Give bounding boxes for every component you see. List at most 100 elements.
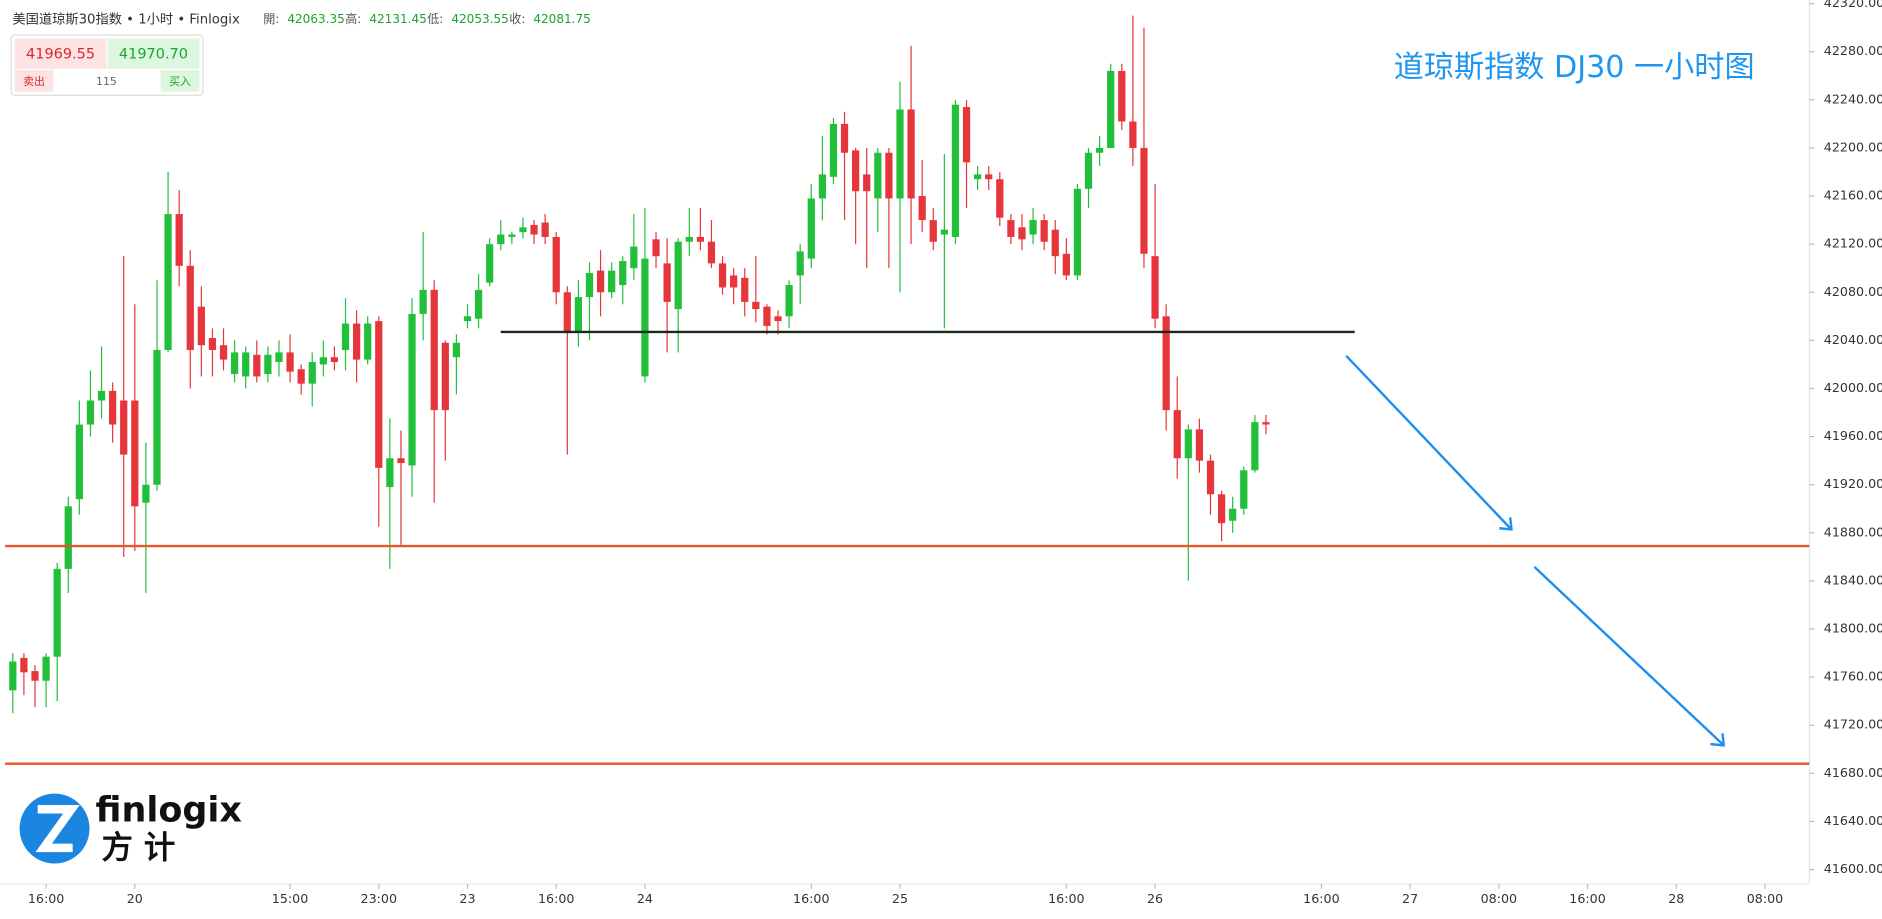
candle-body	[874, 152, 882, 199]
buy-box[interactable]	[107, 38, 200, 69]
candle-body	[940, 229, 948, 235]
ohlc-value: 42131.45	[369, 12, 426, 26]
y-tick-label: 42000.00	[1824, 380, 1882, 395]
sell-price: 41969.55	[26, 46, 95, 62]
y-tick-label: 42120.00	[1824, 236, 1882, 251]
candle-body	[1118, 70, 1126, 122]
ohlc-label: 高:	[345, 11, 361, 26]
candle-body	[208, 337, 217, 350]
candle-body	[164, 214, 172, 350]
candle-body	[796, 251, 804, 276]
arrow-head	[1710, 733, 1726, 747]
buy-button[interactable]	[160, 69, 200, 92]
candle-body	[996, 179, 1004, 218]
candle-body	[541, 222, 549, 237]
candle-body	[219, 345, 228, 360]
y-tick-label: 42200.00	[1824, 139, 1882, 154]
candle-body	[86, 400, 95, 425]
candle-body	[486, 244, 494, 283]
candle-body	[663, 263, 671, 302]
candle-body	[563, 292, 571, 334]
candle-body	[896, 109, 904, 199]
x-tick-label: 26	[1147, 891, 1163, 906]
y-tick-label: 42240.00	[1824, 91, 1882, 106]
candle-body	[330, 357, 339, 363]
candle-body	[441, 342, 449, 411]
candle-body	[1007, 220, 1015, 237]
candle-body	[863, 174, 871, 192]
candle-body	[264, 354, 272, 375]
candle-body	[696, 236, 704, 242]
candle-body	[474, 289, 483, 319]
candle-body	[785, 285, 793, 317]
arrows	[1345, 354, 1726, 747]
spread: 115	[96, 75, 117, 88]
candle-body	[985, 174, 993, 180]
x-tick-label: 15:00	[272, 891, 308, 906]
sell-button[interactable]	[14, 69, 54, 92]
candle-body	[242, 352, 250, 377]
chart-title: 道琼斯指数 DJ30 一小时图	[1394, 50, 1755, 85]
candle-body	[352, 323, 361, 360]
quote-box: 41969.55 41970.70 卖出 115 买入	[10, 34, 204, 96]
y-tick-label: 42320.00	[1824, 0, 1882, 10]
y-tick-label: 41640.00	[1824, 813, 1882, 828]
candle-body	[829, 123, 838, 177]
candle-body	[1262, 422, 1270, 425]
logo-z	[35, 805, 80, 853]
x-tick-label: 24	[637, 891, 653, 906]
symbol: 美国道琼斯30指数 • 1小时 • Finlogix	[12, 11, 240, 27]
candle-body	[752, 301, 760, 310]
candle-body	[907, 109, 915, 199]
candle-body	[718, 263, 727, 288]
logo: finlogix 方 计	[19, 791, 243, 866]
candle-body	[20, 657, 28, 673]
candle-body	[153, 349, 161, 485]
candle-body	[197, 306, 205, 346]
candle-body	[519, 227, 527, 233]
candle-body	[1229, 508, 1237, 521]
candle-body	[142, 484, 150, 503]
candle-body	[186, 265, 194, 350]
candle-body	[852, 150, 860, 192]
candle-body	[840, 123, 849, 153]
x-tick-label: 08:00	[1481, 891, 1517, 906]
ohlc-value: 42081.75	[533, 12, 590, 26]
x-tick-label: 16:00	[1569, 891, 1605, 906]
header: 美国道琼斯30指数 • 1小时 • Finlogix 開: 42063.35 高…	[12, 11, 590, 27]
candle-body	[918, 196, 926, 221]
candle-body	[53, 568, 61, 657]
y-tick-label: 41840.00	[1824, 572, 1882, 587]
x-tick-label: 20	[127, 891, 143, 906]
candle-body	[1062, 253, 1070, 276]
candle-body	[430, 289, 438, 411]
candle-body	[275, 352, 283, 363]
candle-body	[885, 152, 893, 199]
arrow	[1533, 565, 1724, 746]
logo-brand: finlogix	[96, 791, 243, 831]
y-tick-label: 41800.00	[1824, 621, 1882, 636]
candle-body	[175, 214, 183, 266]
candle-body	[974, 174, 982, 180]
candle-body	[419, 289, 427, 314]
candle-body	[497, 234, 505, 245]
x-tick-label: 27	[1402, 891, 1418, 906]
candle-body	[1217, 494, 1226, 524]
candle-body	[1129, 121, 1137, 148]
candle-body	[131, 400, 139, 507]
candle-body	[1051, 229, 1059, 257]
sell-box[interactable]	[14, 38, 107, 69]
ohlc-label: 低:	[427, 12, 443, 26]
y-tick-label: 42040.00	[1824, 332, 1882, 347]
x-tick-label: 08:00	[1747, 891, 1783, 906]
candle-body	[1173, 410, 1181, 459]
y-tick-label: 41680.00	[1824, 765, 1882, 780]
candle-body	[508, 234, 516, 237]
candle-body	[1240, 470, 1248, 509]
candle-body	[297, 369, 305, 384]
candle-body	[1251, 422, 1259, 471]
y-tick-label: 42080.00	[1824, 284, 1882, 299]
x-tick-label: 16:00	[538, 891, 574, 906]
